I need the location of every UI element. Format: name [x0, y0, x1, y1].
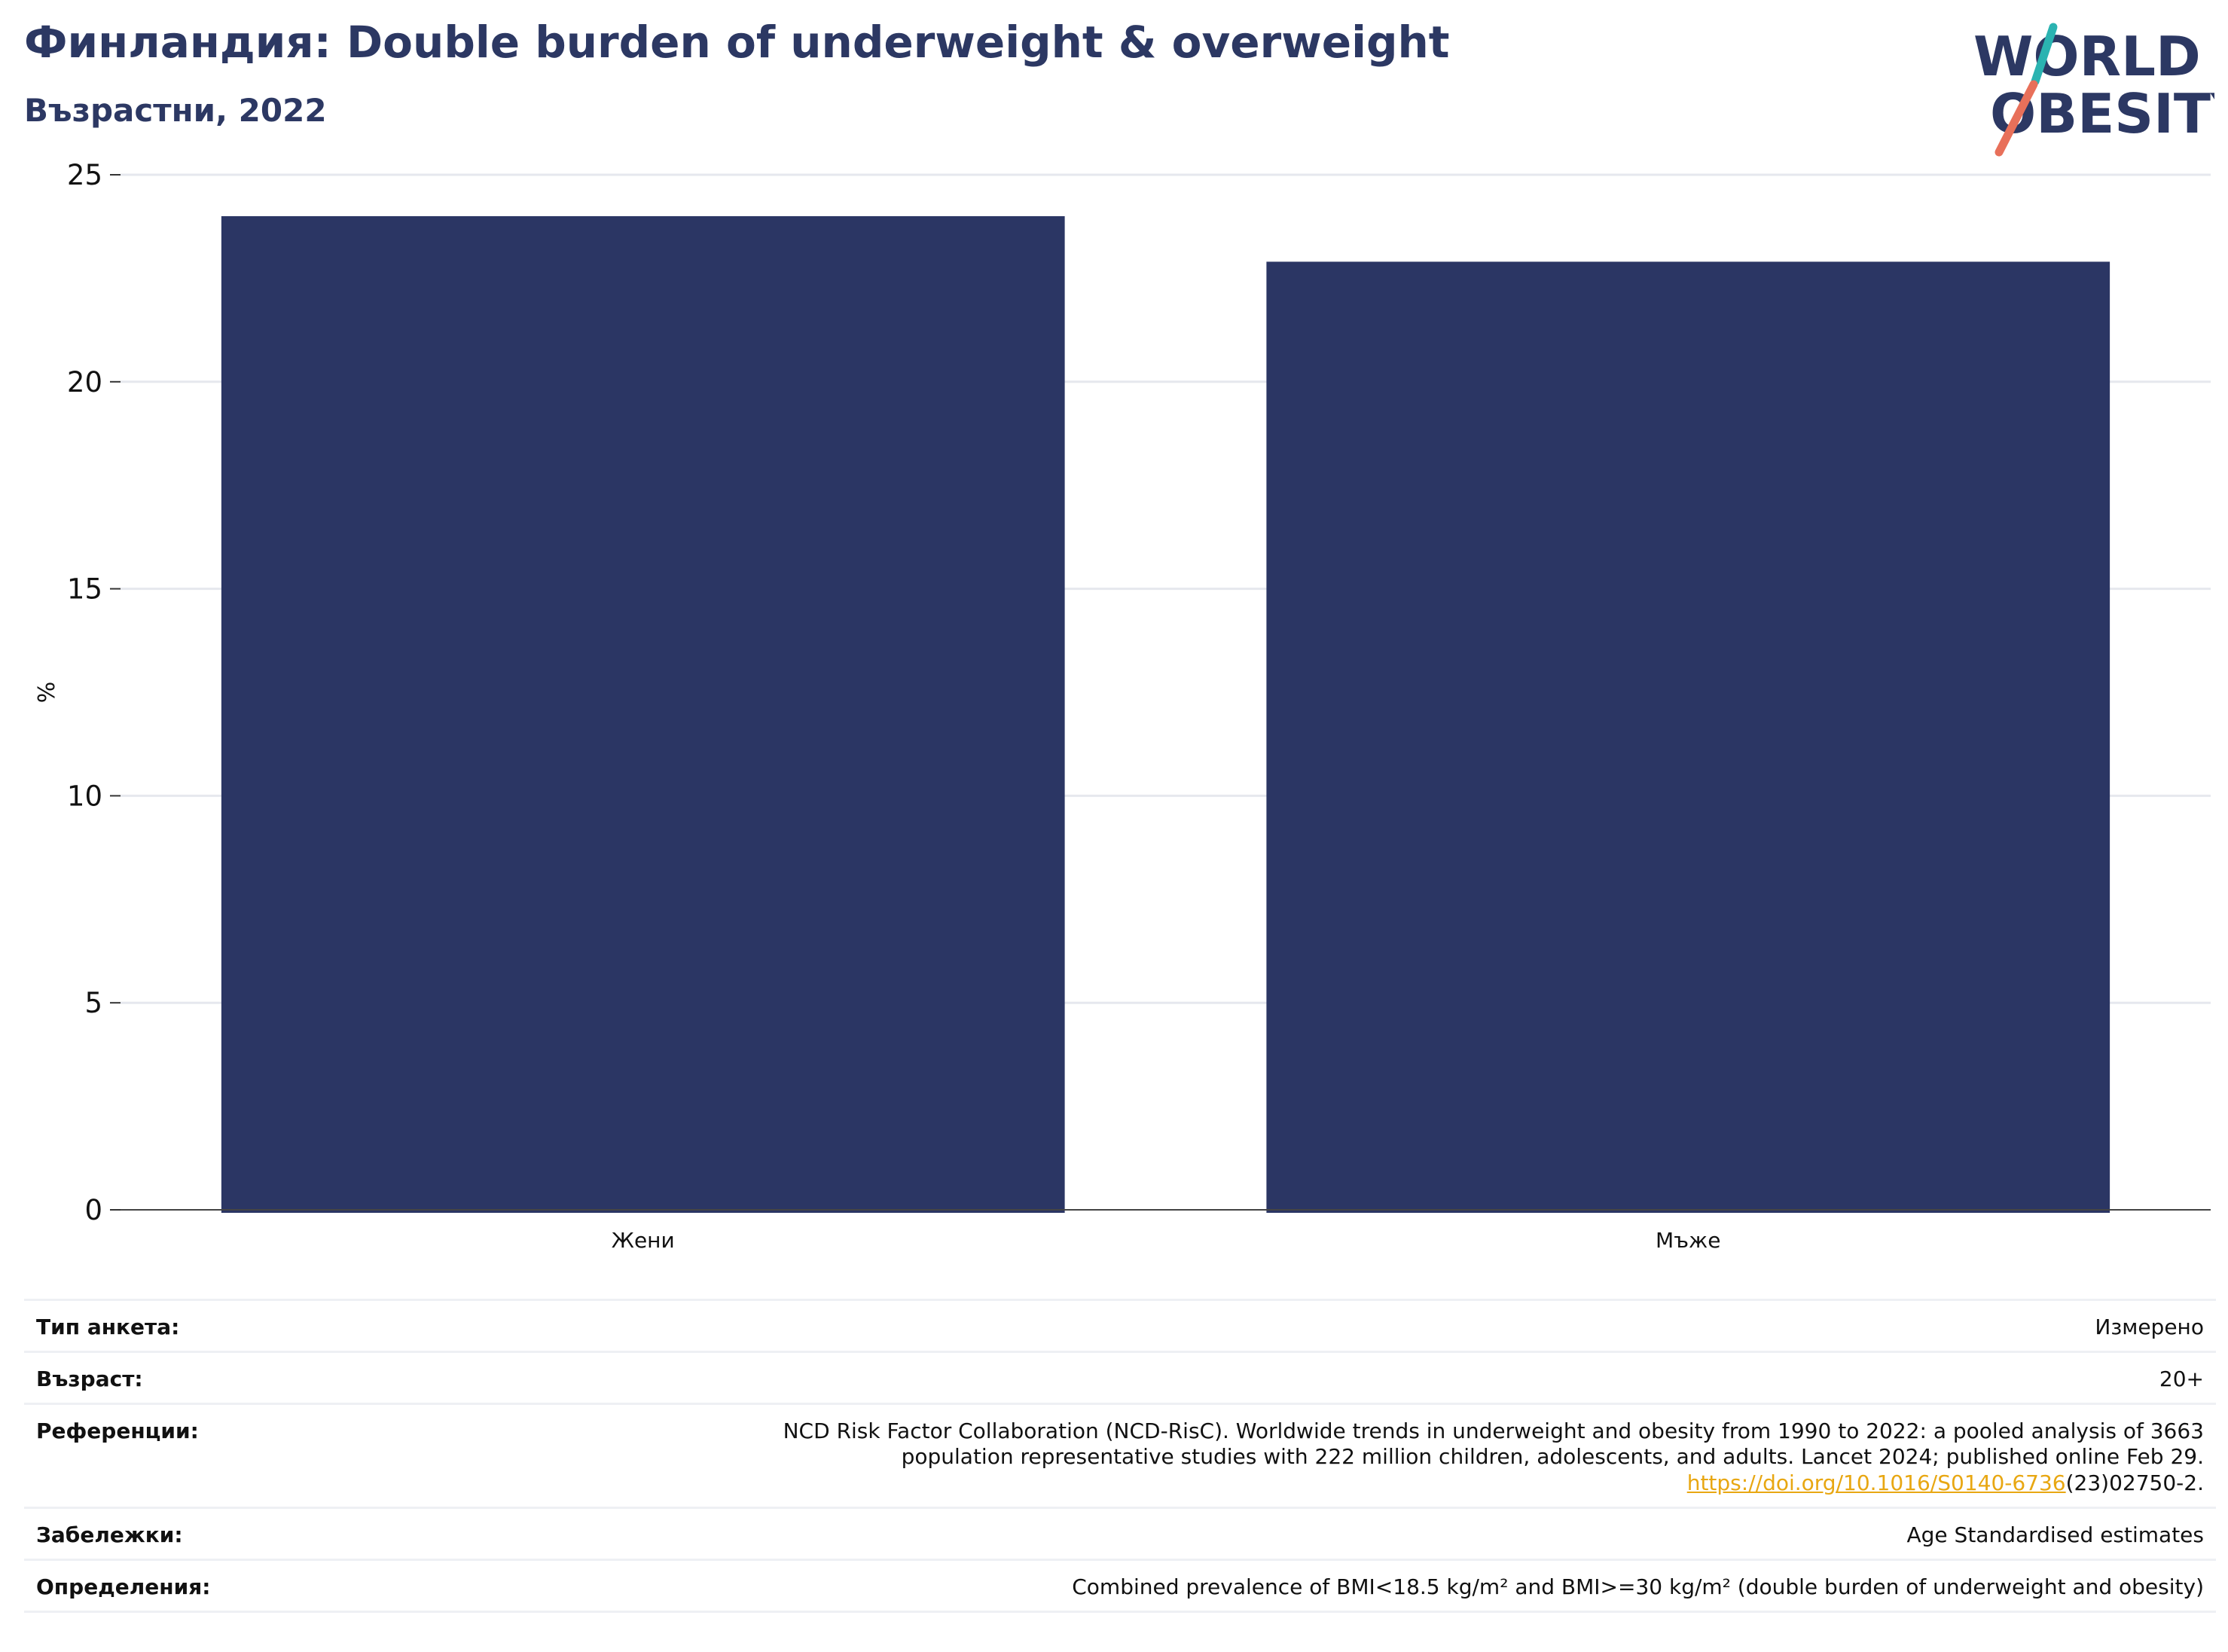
logo-slash-coral: [1995, 80, 2038, 157]
y-tick-label: 25: [67, 159, 102, 191]
y-tick-label: 5: [84, 987, 102, 1019]
x-tick-label: Мъже: [1656, 1228, 1720, 1253]
x-tick-label: Жени: [612, 1228, 675, 1253]
y-tick-label: 20: [67, 366, 102, 398]
reference-line-1: NCD Risk Factor Collaboration (NCD-RisC)…: [783, 1418, 2204, 1444]
meta-row-survey-type: Тип анкета: Измерено: [24, 1299, 2216, 1351]
references-value: NCD Risk Factor Collaboration (NCD-RisC)…: [783, 1418, 2204, 1495]
bar-men: [1266, 261, 2110, 1213]
meta-row-notes: Забележки: Age Standardised estimates: [24, 1506, 2216, 1559]
y-tick-label: 0: [84, 1194, 102, 1226]
reference-tail: (23)02750-2.: [2065, 1470, 2204, 1495]
references-label: Референции:: [36, 1418, 199, 1444]
bar-chart: 0 5 10 15 20 25 Жени Мъже %: [34, 159, 2211, 1253]
bar-women: [221, 215, 1065, 1214]
meta-row-references: Референции: NCD Risk Factor Collaboratio…: [24, 1403, 2216, 1506]
metadata-table: Тип анкета: Измерено Възраст: 20+ Рефере…: [24, 1299, 2216, 1614]
chart-subtitle: Възрастни, 2022: [24, 92, 327, 129]
meta-row-age: Възраст: 20+: [24, 1351, 2216, 1403]
definitions-label: Определения:: [36, 1574, 211, 1599]
y-axis-ticks: 0 5 10 15 20 25: [67, 159, 121, 1226]
survey-type-value: Измерено: [2095, 1315, 2204, 1339]
chart-title: Финландия: Double burden of underweight …: [24, 17, 1450, 68]
reference-line-2: population representative studies with 2…: [901, 1444, 2204, 1470]
logo-word-world: WORLD: [1973, 25, 2201, 88]
doi-link[interactable]: https://doi.org/10.1016/S0140-6736: [1686, 1470, 2066, 1495]
world-obesity-logo: WORLD OBESITY: [1973, 23, 2214, 157]
notes-value: Age Standardised estimates: [1906, 1522, 2204, 1547]
age-label: Възраст:: [36, 1366, 143, 1392]
age-value: 20+: [2159, 1366, 2204, 1392]
bars: [221, 215, 2110, 1214]
notes-label: Забележки:: [36, 1522, 183, 1547]
y-tick-label: 15: [67, 573, 102, 606]
y-axis-label: %: [34, 682, 60, 704]
x-axis-labels: Жени Мъже: [612, 1228, 1721, 1253]
logo-slash-teal: [2031, 23, 2058, 86]
definitions-value: Combined prevalence of BMI<18.5 kg/m² an…: [1072, 1574, 2204, 1599]
meta-row-definitions: Определения: Combined prevalence of BMI<…: [24, 1558, 2216, 1614]
survey-type-label: Тип анкета:: [36, 1315, 180, 1339]
y-tick-label: 10: [67, 780, 102, 812]
